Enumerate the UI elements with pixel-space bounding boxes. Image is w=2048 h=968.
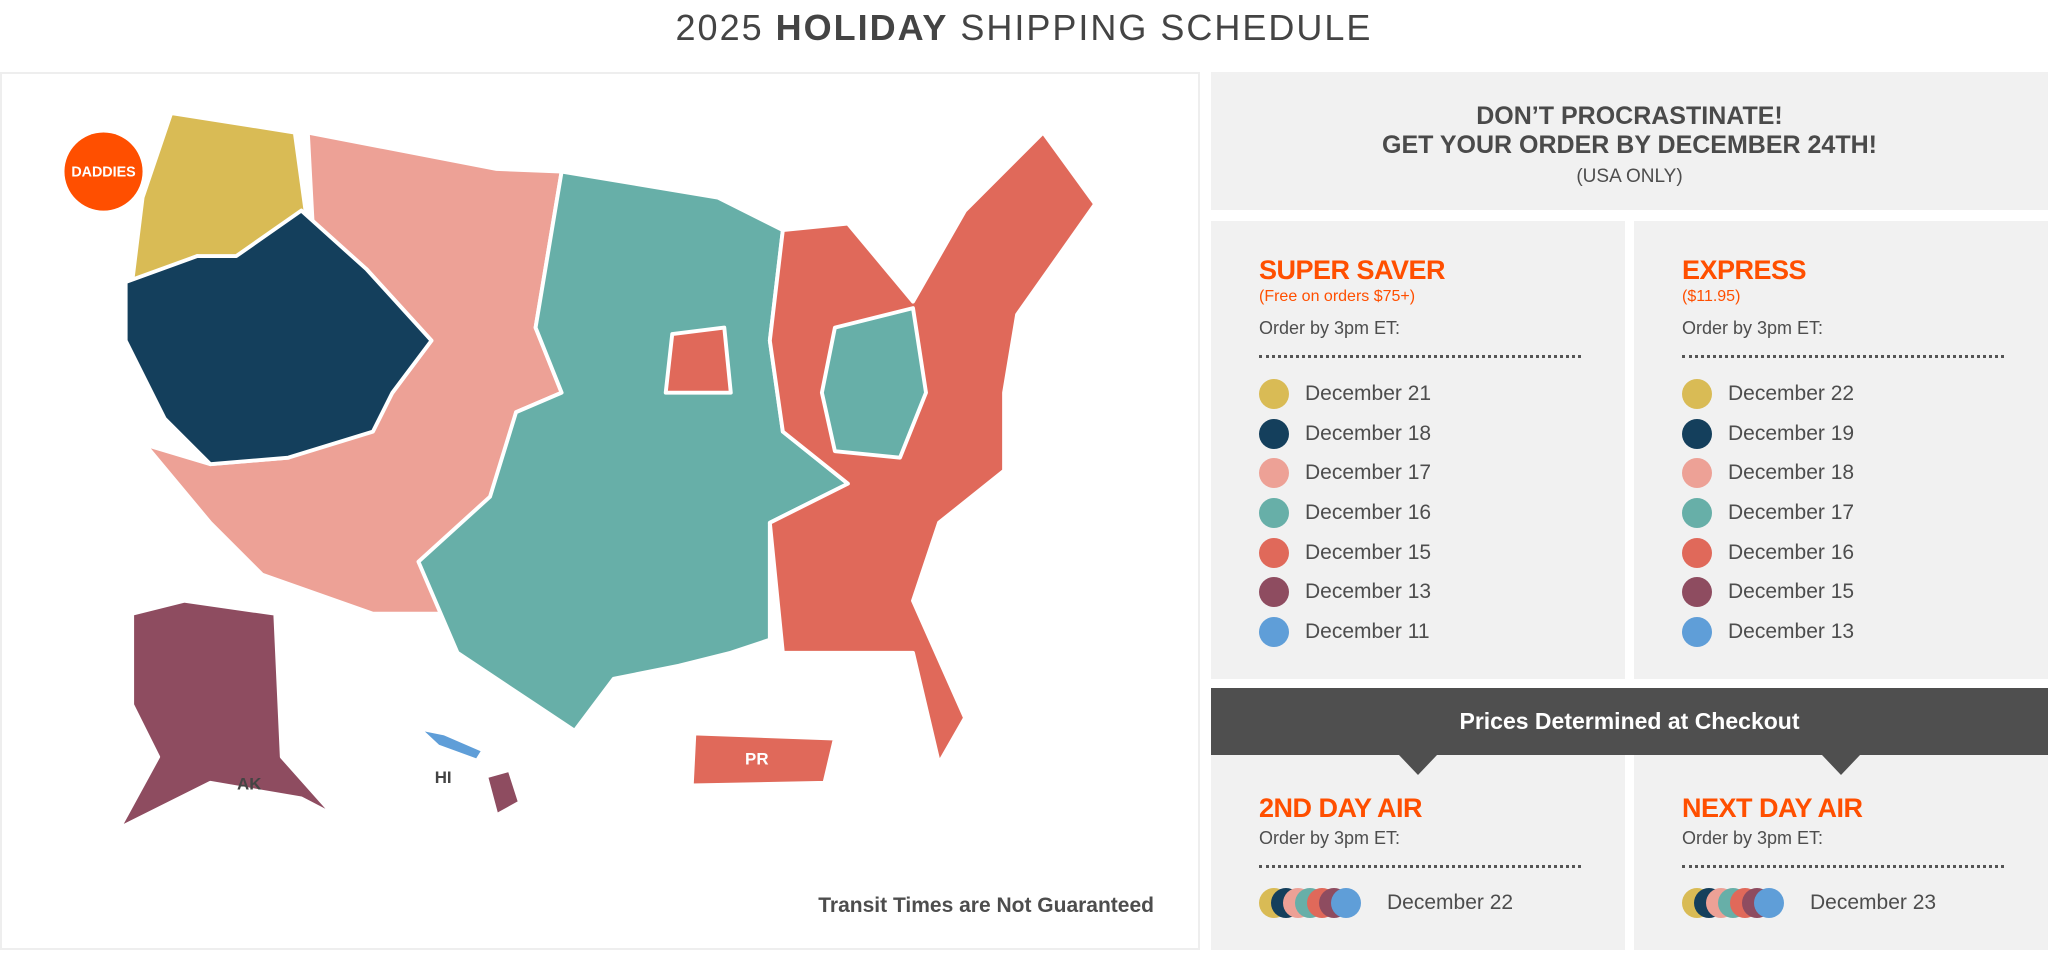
legend-date: December 15 [1728,580,1855,604]
title-bold: HOLIDAY [775,7,949,48]
logo-bubble [64,132,143,211]
express-card: EXPRESS ($11.95) Order by 3pm ET: Decemb… [1634,221,2048,679]
region-alaska [117,598,336,831]
legend-row: December 11 [1259,612,1625,652]
color-swatch-pink [1682,458,1712,489]
legend-date: December 19 [1728,421,1855,445]
shipping-map: DADDIES AK HI PR Transit Times are Not G… [0,72,1200,950]
legend-row: December 19 [1682,414,2048,454]
divider [1682,865,2004,868]
card-subtitle: (Free on orders $75+) [1259,288,1416,305]
legend-date: December 16 [1728,540,1855,564]
all-regions-stack: December 23 [1682,888,2048,918]
color-swatch-orange [1259,537,1289,568]
order-by: Order by 3pm ET: [1682,828,1824,848]
region-hawaii [416,726,486,763]
color-swatch-teal [1259,497,1289,528]
delivery-date: December 22 [1387,891,1514,914]
title-rest: SHIPPING SCHEDULE [960,7,1373,48]
banner-note: (USA ONLY) [1576,166,1683,187]
order-by: Order by 3pm ET: [1259,318,1401,338]
region-puerto-rico [689,731,837,788]
legend-row: December 17 [1259,453,1625,493]
region-hawaii-west [484,767,522,818]
legend-date: December 17 [1728,500,1855,524]
color-swatch-blue [1682,616,1712,647]
legend-date: December 13 [1728,619,1855,643]
legend-row: December 13 [1682,612,2048,652]
color-swatch-navy [1682,418,1712,449]
legend-date: December 13 [1305,580,1432,604]
color-swatch-plum [1682,577,1712,608]
label-pr: PR [745,750,769,769]
pointer-arrow [1822,755,1860,775]
prices-bar: Prices Determined at Checkout [1211,688,2048,755]
label-ak: AK [237,774,262,793]
legend-row: December 18 [1259,414,1625,454]
color-swatch-teal [1682,497,1712,528]
color-swatch-yellow [1682,378,1712,409]
color-swatch-plum [1259,577,1289,608]
legend-date: December 21 [1305,381,1432,405]
region-orange-west [663,325,733,395]
card-title: EXPRESS [1682,255,1807,285]
card-title: SUPER SAVER [1259,255,1446,285]
color-swatch-pink [1259,458,1289,489]
order-by: Order by 3pm ET: [1682,318,1824,338]
deadline-banner: DON’T PROCRASTINATE! GET YOUR ORDER BY D… [1211,72,2048,210]
legend-row: December 15 [1259,533,1625,573]
color-swatch-yellow [1259,378,1289,409]
legend-date: December 18 [1728,461,1855,485]
legend-date: December 18 [1305,421,1432,445]
divider [1259,865,1581,868]
pointer-arrow [1399,755,1437,775]
legend-row: December 21 [1259,374,1625,414]
legend-row: December 16 [1682,533,2048,573]
date-legend: December 21 December 18 December 17 Decembe… [1259,374,1625,652]
legend-date: December 11 [1305,619,1430,643]
legend-date: December 15 [1305,540,1432,564]
all-regions-stack: December 22 [1259,888,1625,918]
color-swatch-orange [1682,537,1712,568]
legend-date: December 17 [1305,461,1432,485]
banner-line2: GET YOUR ORDER BY DECEMBER 24TH! [1382,131,1877,159]
region-orange [767,130,1098,766]
divider [1259,355,1581,358]
legend-date: December 22 [1728,381,1855,405]
order-by: Order by 3pm ET: [1259,828,1401,848]
transit-note: Transit Times are Not Guaranteed [818,894,1154,917]
page-title: 2025 HOLIDAY SHIPPING SCHEDULE [0,0,2048,60]
legend-row: December 18 [1682,453,2048,493]
legend-date: December 16 [1305,500,1432,524]
region-teal-east [819,306,928,460]
card-title: NEXT DAY AIR [1682,793,1863,823]
region-navy [123,208,434,467]
color-swatch-blue [1259,616,1289,647]
legend-row: December 13 [1259,572,1625,612]
legend-row: December 15 [1682,572,2048,612]
color-swatch-blue [1331,888,1361,918]
legend-row: December 16 [1259,493,1625,533]
super-saver-card: SUPER SAVER (Free on orders $75+) Order … [1211,221,1625,679]
label-hi: HI [435,768,452,787]
logo-text: DADDIES [71,165,135,181]
legend-row: December 17 [1682,493,2048,533]
second-day-card: 2ND DAY AIR Order by 3pm ET: December 22 [1211,755,1625,950]
card-subtitle: ($11.95) [1682,288,1741,305]
color-swatch-blue [1754,888,1784,918]
banner-line1: DON’T PROCRASTINATE! [1476,102,1783,130]
next-day-card: NEXT DAY AIR Order by 3pm ET: December 2… [1634,755,2048,950]
card-title: 2ND DAY AIR [1259,793,1423,823]
legend-row: December 22 [1682,374,2048,414]
divider [1682,355,2004,358]
title-year: 2025 [675,7,764,48]
delivery-date: December 23 [1810,891,1937,914]
color-swatch-navy [1259,418,1289,449]
date-legend: December 22 December 19 December 18 Decembe… [1682,374,2048,652]
